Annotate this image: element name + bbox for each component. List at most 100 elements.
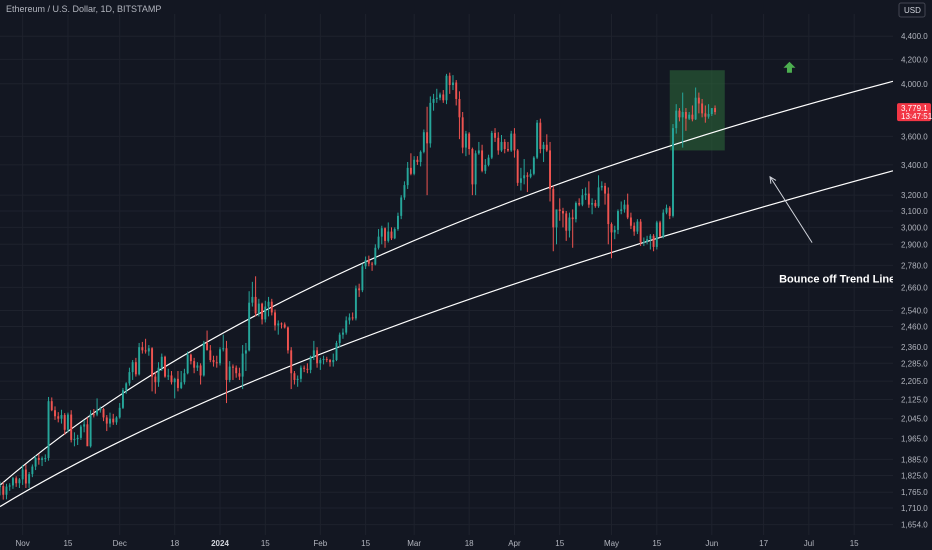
candle (371, 261, 374, 271)
candle-body (396, 215, 399, 230)
candle-body (290, 350, 293, 374)
candle-body (558, 209, 561, 212)
candle-body (241, 353, 244, 377)
candle-body (442, 94, 445, 101)
candle-body (503, 141, 506, 150)
candle (707, 104, 710, 119)
candle (507, 141, 509, 152)
price-tick-label: 1,710.0 (901, 504, 928, 513)
candle-body (578, 203, 581, 205)
candle-body (668, 207, 671, 216)
candle-body (688, 114, 691, 119)
candle-body (562, 211, 564, 214)
price-tick-label: 3,400.0 (901, 161, 928, 170)
last-price-value: 3,779.1 (901, 104, 928, 113)
up-arrow-icon (783, 61, 796, 73)
candle (523, 159, 526, 185)
candle (545, 134, 548, 152)
candle (274, 309, 276, 331)
candle-body (34, 458, 37, 467)
candle-body (662, 212, 665, 237)
candle (147, 345, 150, 356)
candle-body (176, 378, 179, 388)
candle (477, 141, 480, 155)
currency-button[interactable]: USD (898, 2, 926, 18)
candle-body (387, 231, 390, 241)
candle (79, 424, 82, 440)
candle-body (138, 347, 141, 375)
candle-body (28, 474, 31, 484)
candle-body (83, 424, 86, 427)
candle (235, 365, 238, 378)
candle-body (157, 367, 160, 383)
candle (617, 209, 619, 235)
candle-body (409, 167, 412, 174)
candle (620, 201, 623, 215)
time-tick-label: Feb (313, 539, 327, 548)
candle-body (15, 478, 18, 484)
candle (37, 453, 40, 465)
candle (131, 360, 134, 380)
candle (484, 159, 487, 174)
candle-body (536, 122, 539, 158)
candle (164, 355, 166, 378)
candle (261, 302, 264, 325)
candle-body (555, 209, 558, 228)
candle (83, 419, 86, 433)
candle (497, 132, 500, 155)
candle (471, 147, 474, 196)
candle-body (413, 159, 416, 174)
candle-body (319, 360, 322, 364)
candle (118, 403, 121, 419)
candle-body (251, 296, 254, 303)
candle (60, 409, 63, 424)
candle (432, 93, 435, 111)
candle (219, 347, 221, 366)
candle-body (510, 133, 513, 151)
candle-body (228, 366, 231, 380)
price-tick-label: 2,900.0 (901, 240, 928, 249)
candle-body (400, 197, 403, 216)
annotation-arrow (769, 175, 813, 243)
candle (701, 98, 704, 118)
candle-body (710, 108, 713, 114)
candle (225, 340, 228, 404)
candle (422, 129, 425, 154)
candle (299, 365, 302, 383)
candle (283, 322, 286, 329)
candle-body (277, 323, 280, 326)
candle-body (694, 97, 697, 120)
candle-body (620, 209, 623, 212)
candle-body (261, 303, 264, 320)
candle-body (529, 173, 532, 177)
candle (578, 198, 581, 207)
candle (565, 211, 568, 241)
candle (8, 483, 11, 491)
candle (5, 483, 8, 500)
candle (393, 227, 396, 240)
candle-body (633, 225, 636, 232)
candle (510, 130, 513, 152)
candle (303, 365, 306, 373)
candle-body (452, 82, 454, 86)
candle-body (532, 157, 535, 174)
candle-body (474, 153, 477, 185)
candle (186, 351, 189, 375)
candle (47, 396, 50, 461)
candle-body (0, 486, 1, 488)
candle (193, 357, 196, 374)
candle (267, 296, 270, 317)
candle-body (574, 203, 577, 220)
candle-body (672, 128, 674, 216)
candle (562, 207, 564, 228)
candle (684, 108, 687, 131)
candle (50, 397, 53, 412)
candle (335, 340, 338, 362)
candle-body (629, 217, 632, 226)
last-price-countdown: 13:47:51 (901, 112, 932, 121)
candle (639, 219, 642, 247)
candle-body (131, 362, 134, 373)
candle (248, 291, 251, 352)
candle-body (516, 150, 519, 183)
